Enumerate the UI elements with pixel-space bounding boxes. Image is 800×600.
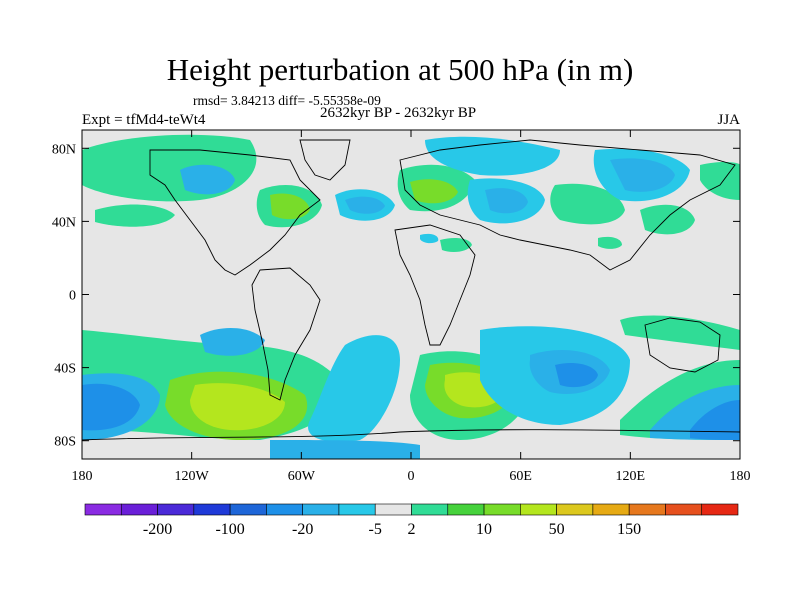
greenland-outline <box>299 139 351 181</box>
y-tick-label: 40S <box>54 362 76 377</box>
x-tick-label: 180 <box>72 469 93 484</box>
colorbar-label: -20 <box>292 521 313 538</box>
y-tick-label: 80S <box>54 435 76 450</box>
contour-region <box>180 164 235 195</box>
chart-subtitle: 2632kyr BP - 2632kyr BP <box>320 105 477 121</box>
contour-region <box>308 335 400 442</box>
contour-region <box>485 188 528 214</box>
south-america-outline <box>251 267 321 401</box>
contour-region <box>410 179 458 204</box>
contour-region <box>420 233 439 244</box>
eurasia-outline <box>399 139 736 271</box>
x-tick-label: 120W <box>175 469 210 484</box>
colorbar-swatch <box>447 503 485 516</box>
x-tick-label: 180 <box>730 469 751 484</box>
contour-region <box>690 400 740 440</box>
colorbar-swatch <box>338 503 376 516</box>
colorbar-label: -200 <box>143 521 172 538</box>
colorbar-swatch <box>302 503 340 516</box>
contour-region <box>555 363 598 388</box>
colorbar-swatch <box>266 503 303 516</box>
colorbar-label: 50 <box>549 521 565 538</box>
contour-region <box>640 204 695 235</box>
colorbar-swatch <box>520 503 557 516</box>
australia-outline <box>644 317 721 373</box>
colorbar-swatch <box>592 503 630 516</box>
x-tick-label: 60W <box>288 469 316 484</box>
colorbar-swatch <box>120 503 158 516</box>
y-tick-label: 0 <box>69 289 76 304</box>
colorbar-swatch <box>411 503 449 516</box>
x-tick-label: 60E <box>509 469 532 484</box>
chart-title: Height perturbation at 500 hPa (in m) <box>166 52 634 87</box>
colorbar-label: 2 <box>408 521 416 538</box>
y-axis: 80N 40N 0 40S 80S <box>52 142 740 450</box>
contour-region <box>550 183 625 225</box>
colorbar-label: 10 <box>476 521 492 538</box>
contour-region <box>270 440 420 459</box>
contour-region <box>200 328 265 356</box>
colorbar-label: -5 <box>369 521 382 538</box>
colorbar-swatch <box>628 503 666 516</box>
season-label: JJA <box>717 112 740 128</box>
contour-fill <box>82 134 740 459</box>
contour-region <box>610 158 675 192</box>
colorbar-swatch <box>229 503 267 516</box>
x-axis: 180 120W 60W 0 60E 120E 180 <box>72 130 751 484</box>
colorbar-swatch <box>556 503 594 516</box>
coastlines <box>82 139 740 441</box>
x-tick-label: 120E <box>616 469 646 484</box>
contour-region <box>270 193 310 220</box>
antarctica-outline <box>82 429 740 441</box>
colorbar-swatch <box>157 503 195 516</box>
colorbar-label: 150 <box>617 521 641 538</box>
contour-region <box>190 383 285 431</box>
contour-region <box>345 196 385 214</box>
contour-region <box>82 383 140 431</box>
colorbar-label: -100 <box>215 521 244 538</box>
contour-region <box>620 315 740 350</box>
y-tick-label: 80N <box>52 142 76 157</box>
x-tick-label: 0 <box>408 469 415 484</box>
colorbar-swatch <box>193 503 231 516</box>
colorbar-swatch <box>374 503 412 516</box>
contour-region <box>95 204 175 227</box>
y-tick-label: 40N <box>52 215 76 230</box>
colorbar-swatch <box>84 503 122 516</box>
africa-outline <box>394 224 476 346</box>
colorbar-swatch <box>701 503 739 516</box>
contour-region <box>425 136 560 176</box>
rmsd-diff-line: rmsd= 3.84213 diff= -5.55358e-09 <box>193 93 381 108</box>
contour-region <box>598 236 622 249</box>
colorbar-swatch <box>483 503 521 516</box>
colorbar-swatch <box>665 503 703 516</box>
north-america-outline <box>149 149 321 276</box>
experiment-label: Expt = tfMd4-teWt4 <box>82 112 206 128</box>
colorbar: -200 -100 -20 -5 2 10 50 150 <box>84 503 739 538</box>
contour-region <box>440 237 472 253</box>
